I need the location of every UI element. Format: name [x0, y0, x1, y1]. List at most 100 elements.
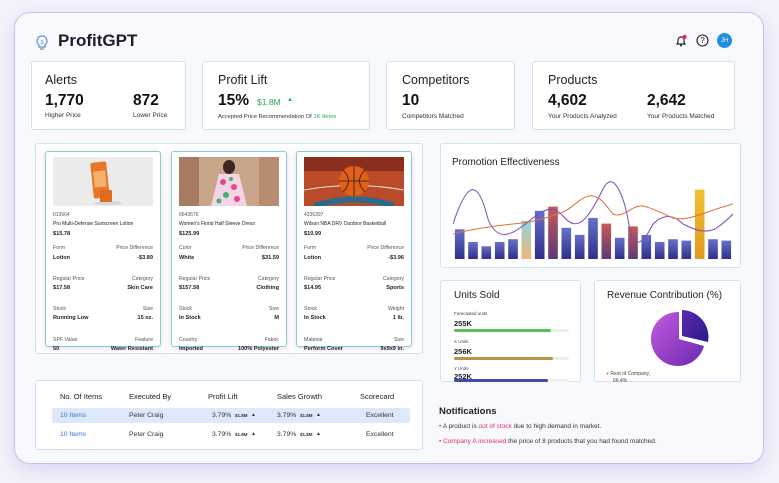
product-price: $10.99 — [304, 231, 322, 237]
chart-bar[interactable] — [508, 239, 518, 259]
product-price: $15.78 — [53, 231, 71, 237]
products-matched-label: Your Products Matched — [647, 113, 715, 120]
chart-bar[interactable] — [561, 227, 572, 259]
column-header[interactable]: Sales Growth — [277, 392, 323, 401]
field-label: Form — [53, 245, 66, 251]
field-value: Skin Care — [127, 285, 153, 291]
field-value: 9x9x9 in. — [380, 346, 404, 352]
chart-bar[interactable] — [721, 240, 732, 259]
profit-lift-card[interactable]: Profit Lift 15% $1.8M ▲ Accepted Price R… — [202, 61, 370, 130]
column-header[interactable]: Scorecard — [360, 392, 395, 401]
product-sku: 4336397 — [304, 212, 324, 218]
products-card[interactable]: Products 4,602 Your Products Analyzed 2,… — [532, 61, 735, 130]
column-header[interactable]: No. Of Items — [60, 392, 103, 401]
product-sku: 6643676 — [179, 212, 199, 218]
field-label: Regular Price — [179, 276, 211, 282]
field-label: Size — [268, 306, 279, 312]
chart-bar[interactable] — [654, 242, 665, 259]
field-label: Country — [179, 337, 198, 343]
product-price: $125.99 — [179, 231, 200, 237]
profit-lift-percent: 15% — [218, 92, 250, 109]
pie-slice-company[interactable] — [682, 310, 709, 342]
product-name: Women's Floral Half Sleeve Dress — [179, 221, 255, 227]
units-sold-title: Units Sold — [454, 290, 500, 301]
field-value: $31.59 — [261, 255, 279, 261]
sales-growth-amount: $1.8M — [300, 413, 313, 418]
trend-up-icon: ▲ — [316, 412, 321, 418]
notification-item[interactable]: • A product is out of stock due to high … — [439, 423, 601, 430]
product-card[interactable]: 6643676 Women's Floral Half Sleeve Dress… — [171, 151, 287, 352]
chart-bar[interactable] — [694, 189, 705, 259]
chart-bar[interactable] — [601, 223, 612, 259]
chart-bar[interactable] — [641, 234, 652, 259]
chart-bar[interactable] — [574, 234, 585, 259]
product-card[interactable]: 4336397 Wilson NBA DRV Outdoor Basketbal… — [296, 151, 412, 352]
units-row-value: 252K — [454, 372, 472, 381]
field-label: Category — [131, 276, 153, 282]
product-name: Pro Multi-Defense Sunscreen Lotion — [53, 221, 134, 227]
units-row-label: Forecasted units — [454, 311, 488, 316]
svg-text:?: ? — [700, 36, 705, 45]
table-row[interactable]: 10 Items Peter Craig 3.79% $1.8M ▲ 3.79%… — [52, 427, 410, 442]
competitors-card[interactable]: Competitors 10 Competitors Matched — [386, 61, 515, 130]
units-progress-fill — [454, 329, 551, 332]
chart-bar[interactable] — [588, 217, 598, 259]
basketball-image — [304, 157, 404, 206]
field-value: -$3.96 — [388, 255, 404, 261]
field-label: Price Difference — [242, 245, 279, 251]
product-card[interactable]: 013664 Pro Multi-Defense Sunscreen Lotio… — [45, 151, 161, 352]
bell-icon[interactable] — [674, 34, 688, 48]
chart-bar[interactable] — [681, 240, 692, 259]
units-row-value: 256K — [454, 347, 472, 356]
alerts-title: Alerts — [45, 73, 77, 87]
table-row[interactable]: 10 Items Peter Craig 3.79% $1.8M ▲ 3.79%… — [52, 408, 410, 423]
chart-bar[interactable] — [468, 242, 478, 259]
lower-price-value: 872 — [133, 92, 159, 109]
chart-bar[interactable] — [628, 226, 638, 259]
sales-growth-value: 3.79% — [277, 412, 297, 419]
units-progress-track — [454, 357, 569, 360]
revenue-pie-chart — [651, 310, 709, 366]
pie-slice-rest[interactable] — [651, 311, 704, 366]
notification-item[interactable]: • Company A increased the price of 8 pro… — [439, 438, 657, 445]
higher-price-label: Higher Price — [45, 112, 81, 119]
notifications-title: Notifications — [439, 406, 497, 417]
chart-bar[interactable] — [708, 239, 718, 259]
trend-up-icon: ▲ — [287, 97, 293, 103]
chart-bar[interactable] — [668, 239, 678, 259]
sales-growth-amount: $1.8M — [300, 432, 313, 437]
chart-bar[interactable] — [454, 229, 465, 259]
profit-lift-title: Profit Lift — [218, 73, 268, 87]
promotion-title: Promotion Effectiveness — [452, 157, 560, 168]
field-value: Sports — [386, 285, 404, 291]
field-label: Feature — [135, 337, 153, 343]
chart-bar[interactable] — [614, 237, 625, 259]
column-header[interactable]: Executed By — [129, 392, 172, 401]
field-label: Size — [142, 306, 153, 312]
profit-lift-desc: Accepted Price Recommendation Of — [218, 114, 314, 120]
lightbulb-logo-icon: $ — [36, 35, 48, 50]
alerts-card[interactable]: Alerts 1,770 Higher Price 872 Lower Pric… — [31, 61, 186, 130]
field-value: $17.58 — [53, 285, 71, 291]
chart-bar[interactable] — [534, 210, 545, 259]
chart-bar[interactable] — [494, 242, 505, 259]
avatar[interactable]: JH — [717, 33, 732, 48]
chart-bar[interactable] — [481, 246, 492, 259]
field-value: $157.58 — [179, 285, 200, 291]
revenue-title: Revenue Contribution (%) — [607, 290, 723, 301]
items-link[interactable]: 10 Items — [60, 431, 87, 438]
trend-up-icon: ▲ — [316, 431, 321, 437]
chart-bar[interactable] — [521, 220, 532, 259]
help-icon[interactable]: ? — [696, 34, 709, 47]
dress-image — [179, 157, 279, 206]
field-value: $14.95 — [304, 285, 322, 291]
field-label: Price Difference — [116, 245, 153, 251]
field-label: Regular Price — [304, 276, 336, 282]
field-value: White — [179, 255, 195, 261]
units-row-label: Y Units — [454, 366, 469, 371]
column-header[interactable]: Profit Lift — [208, 392, 238, 401]
field-label: Category — [257, 276, 279, 282]
items-link[interactable]: 10 Items — [60, 412, 87, 419]
trend-up-icon: ▲ — [251, 431, 256, 437]
chart-bar[interactable] — [548, 206, 558, 259]
